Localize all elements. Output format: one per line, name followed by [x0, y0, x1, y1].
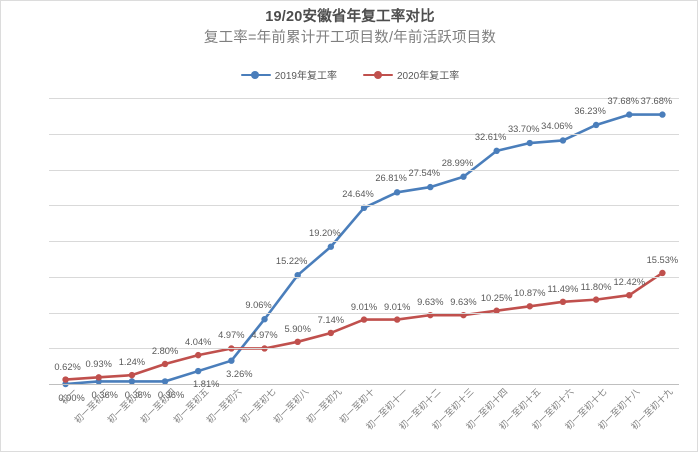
data-point-marker	[493, 147, 500, 155]
chart-title-block: 19/20安徽省年复工率对比 复工率=年前累计开工项目数/年前活跃项目数	[1, 7, 699, 49]
gridline	[49, 276, 679, 278]
data-point-marker	[592, 296, 600, 303]
data-point-marker	[526, 139, 533, 147]
gridline	[49, 312, 679, 314]
legend-label: 2020年复工率	[397, 71, 460, 82]
data-point-marker	[360, 316, 368, 323]
chart-legend: 2019年复工率 2020年复工率	[1, 67, 699, 82]
data-point-marker	[327, 329, 335, 337]
data-point-marker	[626, 291, 633, 299]
plot-area: 0.00%5.00%10.00%15.00%20.00%25.00%30.00%…	[49, 96, 679, 403]
x-axis-tick-label: 初一至初六	[204, 386, 244, 426]
data-point-marker	[195, 367, 202, 375]
chart-subtitle: 复工率=年前累计开工项目数/年前活跃项目数	[203, 30, 497, 46]
data-point-marker	[62, 376, 69, 383]
legend-item-1[interactable]: 2019年复工率	[240, 67, 337, 82]
x-axis-labels: 初一 初一至初二 初一至初三 初一至初四 初一至初五 初一至初六 初一至初七 初一至初八 初一至…	[49, 385, 679, 453]
data-point-marker	[294, 338, 301, 346]
data-point-marker	[592, 121, 600, 129]
x-axis-tick-label: 初一至初七	[238, 386, 278, 426]
x-axis-tick-label: 初一	[58, 386, 79, 407]
data-point-marker	[460, 311, 467, 319]
gridline	[49, 98, 679, 99]
x-axis-tick-label: 初一至初四	[138, 386, 178, 426]
data-point-marker	[228, 357, 235, 364]
data-point-marker	[493, 307, 500, 314]
data-point-marker	[427, 183, 434, 191]
x-axis-tick-label: 初一至初三	[105, 386, 145, 426]
gridline	[49, 133, 679, 135]
data-point-marker	[128, 378, 136, 385]
data-point-marker	[526, 303, 533, 310]
data-point-marker	[393, 189, 401, 196]
data-point-marker	[195, 351, 202, 359]
data-point-marker	[659, 111, 666, 118]
data-point-marker	[261, 316, 268, 323]
data-point-marker	[559, 137, 567, 144]
gridline	[49, 205, 679, 207]
data-point-marker	[161, 360, 169, 368]
data-point-marker	[161, 378, 169, 385]
series-line-1	[64, 113, 664, 386]
data-point-marker	[559, 298, 567, 306]
data-point-marker	[393, 316, 401, 323]
legend-marker-icon	[240, 70, 271, 80]
data-point-marker	[128, 371, 136, 379]
legend-item-2[interactable]: 2020年复工率	[363, 67, 459, 82]
data-point-marker	[427, 311, 434, 319]
x-axis-tick-label: 初一至初九	[304, 386, 344, 426]
gridline	[49, 241, 679, 242]
data-point-marker	[626, 111, 633, 118]
data-point-marker	[95, 374, 102, 381]
legend-marker-icon	[363, 70, 393, 80]
x-axis-line	[49, 384, 679, 385]
series-lines	[62, 111, 666, 388]
data-point-marker	[327, 243, 335, 250]
data-point-marker	[62, 380, 69, 388]
series-line-2	[64, 271, 664, 381]
legend-label: 2019年复工率	[274, 71, 337, 82]
gridline	[49, 348, 679, 350]
data-point-marker	[659, 269, 666, 277]
gridline	[49, 169, 679, 171]
data-point-marker	[460, 173, 467, 180]
chart-title: 19/20安徽省年复工率对比	[265, 9, 435, 25]
